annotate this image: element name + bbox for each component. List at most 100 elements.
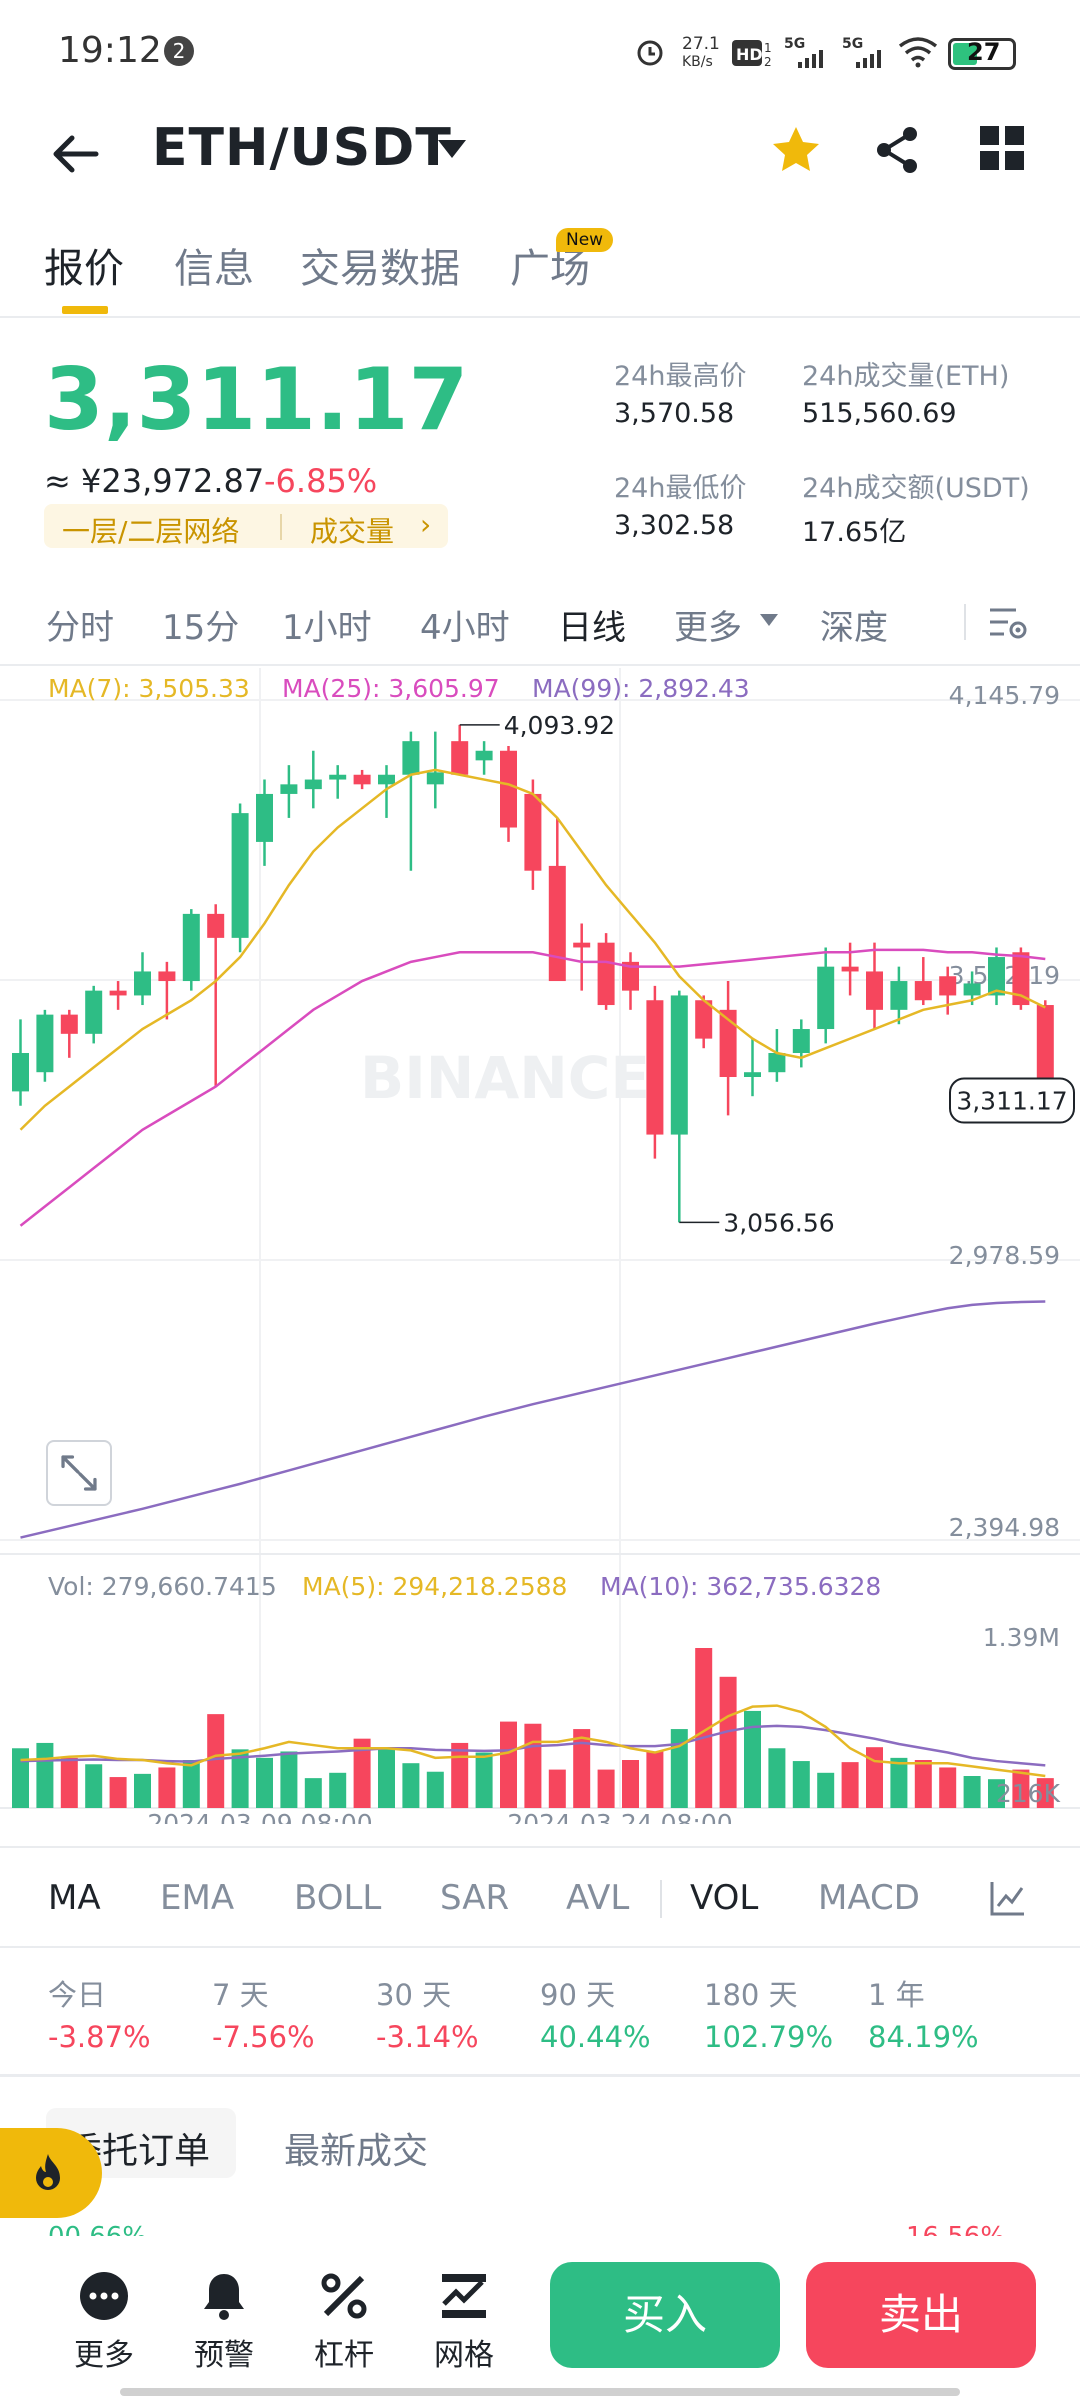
new-badge: New (556, 228, 614, 252)
bell-icon[interactable] (198, 2270, 250, 2322)
volume-bar (695, 1648, 713, 1808)
candle-body (914, 981, 932, 1001)
nav-more-label[interactable]: 更多 (74, 2338, 134, 2373)
volume-bar (500, 1721, 517, 1808)
x-tick-label: 2024-03-09 08:00 (147, 1809, 372, 1824)
expand-icon[interactable] (46, 1440, 112, 1506)
volume-bar (12, 1748, 29, 1808)
more-icon[interactable] (78, 2270, 130, 2322)
tf-4h[interactable]: 4小时 (420, 608, 510, 648)
ma99-label: MA(99): 2,892.43 (532, 674, 750, 703)
tag-network[interactable]: 一层/二层网络 (62, 515, 240, 548)
tf-more[interactable]: 更多 (674, 608, 742, 648)
candle-body (158, 971, 176, 982)
candlestick-chart[interactable]: BINANCE4,145.793,562.192,978.592,394.984… (0, 668, 1080, 1824)
tf-more-caret-icon (760, 614, 778, 626)
volume-bar (256, 1757, 273, 1808)
hot-fab[interactable] (0, 2128, 102, 2218)
ind-macd[interactable]: MACD (818, 1878, 920, 1918)
nav-alert-label[interactable]: 预警 (194, 2338, 254, 2373)
perf-90d-label: 90 天 (540, 1978, 616, 2012)
vol-y-tick-label: 1.39M (983, 1623, 1060, 1652)
candle-body (866, 971, 883, 1010)
tf-15m[interactable]: 15分 (162, 608, 240, 648)
ma25-line (19, 948, 1046, 1227)
favorite-star-icon[interactable] (770, 124, 822, 176)
candle-body (85, 990, 103, 1034)
candle-body (646, 1000, 664, 1135)
candle-body (329, 774, 347, 780)
volume-bar (60, 1757, 78, 1808)
battery-level: 27 (967, 38, 1001, 66)
candle-body (768, 1053, 786, 1073)
share-icon[interactable] (872, 124, 924, 176)
perf-1y-label: 1 年 (868, 1978, 925, 2012)
buy-button[interactable]: 买入 (550, 2262, 780, 2368)
tf-depth[interactable]: 深度 (820, 608, 888, 648)
indicator-settings-icon[interactable] (988, 1878, 1028, 1918)
y-tick-label: 2,394.98 (949, 1513, 1060, 1542)
volume-bar (622, 1760, 639, 1808)
volume-bar (914, 1760, 932, 1808)
ind-avl[interactable]: AVL (566, 1878, 630, 1918)
stat-high-value: 3,570.58 (614, 398, 735, 429)
volume-bar (85, 1764, 103, 1808)
stat-volume-label: 24h成交量(ETH) (802, 361, 1010, 392)
grid-trading-icon[interactable] (438, 2270, 490, 2322)
battery-icon: 27 (948, 38, 1016, 70)
volume-bar (548, 1769, 566, 1808)
category-tag[interactable]: 一层/二层网络 成交量 › (44, 504, 448, 548)
back-arrow-icon[interactable] (48, 126, 104, 182)
tab-quote[interactable]: 报价 (44, 246, 124, 292)
tf-1h[interactable]: 1小时 (282, 608, 372, 648)
home-indicator[interactable] (120, 2388, 960, 2396)
tab-square[interactable]: 广场 (510, 246, 590, 292)
ind-boll[interactable]: BOLL (294, 1878, 382, 1918)
x-tick-label: 2024-03-24 08:00 (507, 1809, 732, 1824)
sell-button[interactable]: 卖出 (806, 2262, 1036, 2368)
tab-indicator (62, 306, 108, 314)
perf-7d-label: 7 天 (212, 1978, 269, 2012)
stat-high-label: 24h最高价 (614, 361, 747, 392)
pair-dropdown-icon[interactable] (438, 140, 466, 158)
tf-timeshare[interactable]: 分时 (46, 608, 114, 648)
price-change: -6.85% (264, 462, 378, 500)
candle-body (231, 813, 249, 938)
nav-grid-label[interactable]: 网格 (434, 2338, 494, 2373)
volume-bar (866, 1747, 883, 1808)
tag-separator (280, 514, 282, 540)
volume-bar (426, 1771, 444, 1808)
candle-body (573, 942, 591, 948)
tab-latest-trades[interactable]: 最新成交 (284, 2131, 429, 2172)
volume-bar (597, 1769, 615, 1808)
volume-bar (646, 1751, 664, 1808)
ind-vol[interactable]: VOL (690, 1878, 759, 1918)
last-price-tag-text: 3,311.17 (956, 1087, 1067, 1116)
leverage-icon[interactable] (318, 2270, 370, 2322)
tabs-divider (0, 316, 1080, 318)
candle-body (890, 981, 908, 1010)
status-bar: 19:12 2 27.1 KB/s HD 1 2 5G 5G 27 (0, 0, 1080, 100)
candle-body (548, 865, 566, 982)
layout-grid-icon[interactable] (978, 124, 1026, 172)
volume-bar (768, 1748, 786, 1808)
ind-ema[interactable]: EMA (160, 1878, 235, 1918)
candle-body (817, 966, 835, 1030)
chart-settings-icon[interactable] (988, 604, 1028, 642)
tab-trading-data[interactable]: 交易数据 (300, 246, 460, 292)
vol-ma10-label: MA(10): 362,735.6328 (600, 1572, 882, 1601)
pair-title[interactable]: ETH/USDT (152, 118, 452, 178)
volume-bar (451, 1742, 469, 1808)
ind-ma[interactable]: MA (48, 1878, 101, 1918)
stat-volume-value: 515,560.69 (802, 398, 957, 429)
volume-bar (744, 1710, 761, 1808)
volume-bar (890, 1757, 908, 1808)
tag-volume[interactable]: 成交量 (310, 515, 395, 548)
tf-1d[interactable]: 日线 (558, 608, 626, 648)
tab-info[interactable]: 信息 (174, 246, 254, 292)
ind-sar[interactable]: SAR (440, 1878, 510, 1918)
nav-margin-label[interactable]: 杠杆 (314, 2338, 374, 2373)
volume-bar (1036, 1778, 1054, 1808)
candle-body (36, 1014, 54, 1073)
svg-text:5G: 5G (842, 36, 863, 52)
